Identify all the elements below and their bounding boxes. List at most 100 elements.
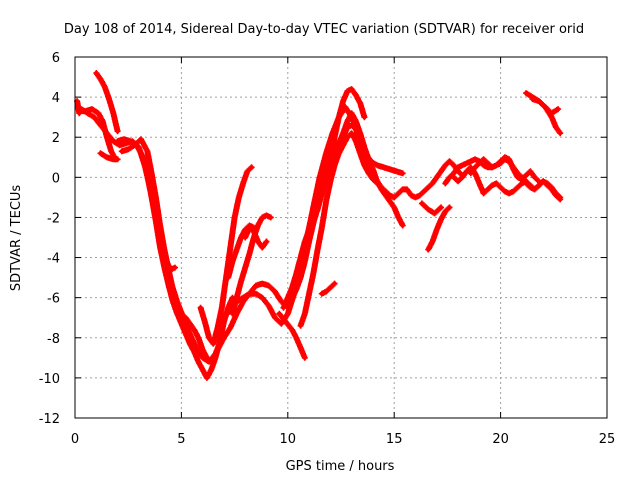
data-point — [557, 131, 563, 136]
data-point — [426, 185, 431, 190]
data-point — [523, 179, 529, 184]
data-point — [74, 98, 80, 104]
data-point — [285, 301, 290, 306]
x-tick-label: 5 — [177, 432, 185, 447]
data-point — [460, 175, 465, 180]
data-point — [438, 169, 444, 174]
data-point — [298, 345, 303, 351]
data-point — [115, 129, 120, 134]
data-point — [447, 175, 452, 180]
data-point — [345, 118, 350, 124]
data-point — [419, 201, 425, 206]
data-point — [191, 349, 197, 355]
data-point — [464, 169, 469, 174]
data-point — [183, 331, 188, 336]
data-point — [298, 323, 303, 328]
data-point — [200, 347, 205, 353]
data-point — [183, 315, 188, 320]
series-trace-6 — [114, 136, 236, 381]
data-point — [319, 225, 325, 230]
data-point — [523, 90, 529, 96]
data-point — [102, 84, 107, 90]
data-point — [179, 321, 184, 326]
data-point — [506, 191, 512, 196]
data-point — [106, 96, 112, 102]
data-point — [532, 175, 537, 180]
data-point — [111, 139, 116, 144]
data-point — [366, 163, 371, 168]
data-point — [323, 151, 329, 156]
series-trace-22 — [425, 204, 453, 253]
y-tick-label: -2 — [47, 211, 60, 226]
y-axis-label: SDTVAR / TECUs — [9, 185, 24, 292]
data-point — [332, 135, 337, 140]
data-point — [349, 122, 354, 128]
data-point — [336, 151, 342, 156]
data-point — [319, 191, 325, 196]
data-point — [140, 155, 146, 160]
series-trace-4 — [93, 70, 121, 135]
data-point — [117, 143, 122, 148]
data-point — [206, 335, 212, 340]
data-point — [447, 159, 452, 164]
data-point — [328, 179, 333, 184]
data-point — [238, 235, 244, 240]
data-point — [272, 315, 278, 320]
data-point — [519, 181, 525, 186]
data-point — [196, 335, 201, 340]
y-tick-label: -8 — [47, 332, 60, 347]
data-point — [506, 157, 512, 162]
data-point — [260, 281, 265, 286]
data-point — [247, 251, 252, 256]
data-point — [553, 124, 559, 130]
data-point — [104, 155, 110, 160]
data-point — [460, 163, 465, 168]
data-point — [98, 151, 103, 156]
data-point — [202, 319, 208, 324]
data-point — [543, 104, 548, 110]
data-point — [515, 185, 520, 190]
data-point — [515, 175, 520, 180]
data-point — [306, 291, 312, 296]
data-point — [353, 92, 359, 98]
data-point — [111, 157, 116, 162]
data-point — [404, 187, 410, 192]
data-point — [277, 311, 282, 316]
data-point — [247, 291, 252, 296]
data-point — [555, 106, 561, 112]
data-point — [443, 209, 448, 214]
data-point — [191, 327, 197, 332]
data-point — [451, 171, 456, 176]
x-tick-label: 25 — [599, 432, 616, 447]
data-point — [328, 285, 333, 290]
series-trace — [118, 136, 227, 365]
data-point — [164, 259, 169, 264]
data-point — [489, 183, 495, 188]
data-point — [168, 267, 173, 272]
data-point — [409, 193, 414, 198]
data-point — [438, 217, 444, 222]
data-point — [396, 215, 401, 220]
data-point — [349, 110, 354, 116]
data-point — [255, 239, 261, 244]
data-point — [489, 165, 495, 170]
data-point — [519, 177, 525, 182]
data-point — [392, 205, 397, 210]
data-point — [400, 223, 405, 228]
data-point — [396, 191, 401, 196]
series-trace-7 — [118, 136, 227, 365]
data-point — [481, 191, 486, 196]
series-trace — [335, 122, 466, 201]
data-point — [232, 215, 237, 220]
data-point — [362, 151, 367, 156]
x-tick-label: 0 — [71, 432, 79, 447]
data-point — [477, 181, 482, 186]
series-trace-25 — [467, 154, 542, 185]
data-point — [421, 189, 427, 194]
series-trace-18 — [276, 310, 308, 361]
data-point — [294, 335, 299, 340]
data-point — [557, 197, 563, 202]
data-point — [238, 279, 244, 284]
data-point — [336, 114, 342, 120]
series-trace-21 — [418, 200, 444, 217]
